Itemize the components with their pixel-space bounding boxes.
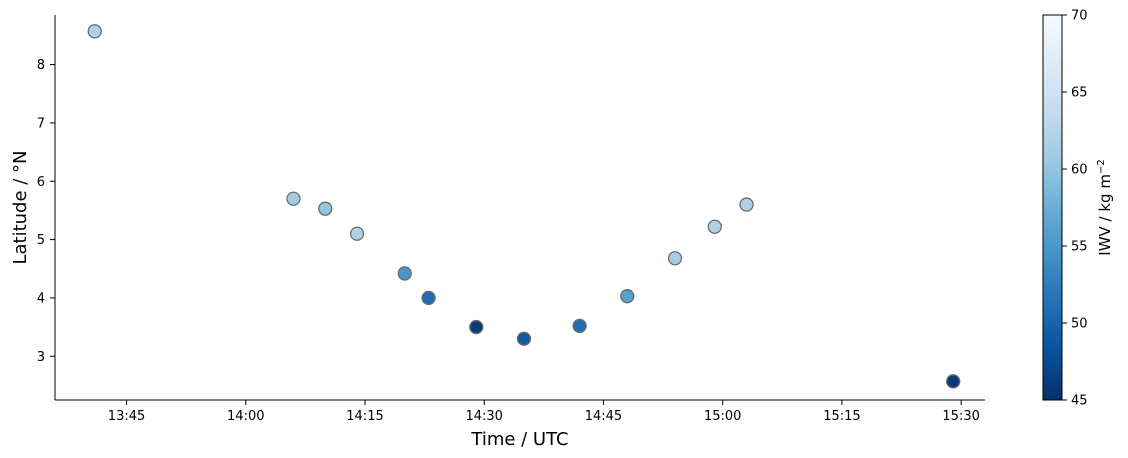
colorbar-title: IWV / kg m−2 (1096, 159, 1114, 255)
y-axis-title: Latitude / °N (10, 150, 31, 264)
data-point (667, 251, 683, 266)
colorbar-tick-label: 50 (1071, 317, 1088, 332)
x-axis: 13:45 14:00 14:15 14:30 14:45 15:00 15:15 15:30 (108, 400, 980, 424)
data-point (349, 226, 365, 241)
y-axis: 3 4 5 6 7 8 (37, 58, 55, 365)
x-tick-label: 15:00 (704, 409, 741, 424)
data-point (707, 219, 722, 234)
colorbar-tick-label: 70 (1071, 9, 1088, 24)
colorbar-tick-label: 45 (1071, 394, 1088, 409)
data-point (469, 319, 484, 335)
data-point (946, 374, 961, 389)
x-tick-label: 15:30 (942, 409, 979, 424)
y-tick-label: 7 (37, 116, 45, 131)
plot-area (54, 15, 985, 401)
x-tick-label: 14:15 (346, 409, 383, 424)
x-tick-label: 14:00 (227, 409, 264, 424)
data-point (516, 331, 532, 346)
data-point (286, 191, 301, 206)
y-tick-label: 5 (37, 233, 45, 248)
y-tick-label: 6 (37, 175, 45, 190)
colorbar-tick-label: 65 (1071, 86, 1088, 101)
colorbar-gradient (1042, 14, 1063, 401)
data-point (620, 289, 635, 304)
data-point (318, 201, 333, 216)
x-tick-label: 15:15 (823, 409, 860, 424)
y-tick-label: 8 (37, 58, 45, 73)
y-tick-label: 3 (37, 350, 45, 365)
x-tick-label: 14:30 (465, 409, 502, 424)
x-tick-label: 14:45 (585, 409, 622, 424)
data-point (397, 266, 412, 281)
x-tick-label: 13:45 (108, 409, 145, 424)
data-points (87, 24, 961, 389)
colorbar: 45 50 55 60 65 70 (1042, 9, 1088, 409)
data-point (87, 24, 102, 39)
colorbar-tick-label: 55 (1071, 240, 1088, 255)
y-tick-label: 4 (37, 291, 45, 306)
x-axis-title: Time / UTC (470, 429, 568, 450)
colorbar-tick-label: 60 (1071, 163, 1088, 178)
colorbar-title-main: IWV / kg m (1096, 174, 1114, 256)
data-point (572, 318, 587, 334)
colorbar-title-superscript: −2 (1096, 159, 1107, 174)
data-point (739, 197, 754, 212)
data-point (421, 290, 436, 306)
